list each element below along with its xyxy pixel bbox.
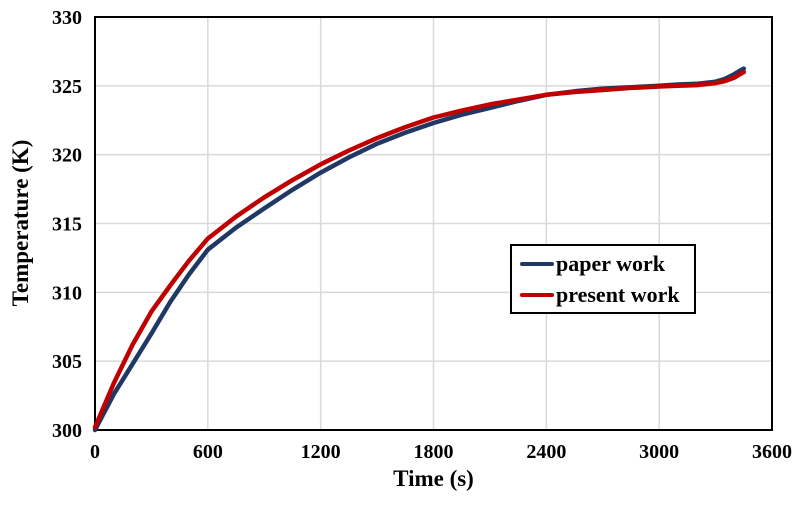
- y-tick-label: 305: [52, 351, 82, 373]
- y-tick-label: 310: [52, 282, 82, 304]
- x-tick-label: 600: [193, 441, 223, 463]
- legend-item-paper-work: paper work: [520, 250, 690, 276]
- legend: paper work present work: [510, 244, 696, 314]
- x-tick-label: 0: [90, 441, 100, 463]
- legend-label-present-work: present work: [556, 281, 680, 307]
- x-tick-label: 1200: [301, 441, 341, 463]
- x-tick-label: 3000: [639, 441, 679, 463]
- legend-label-paper-work: paper work: [556, 250, 665, 276]
- plot-border: [94, 16, 773, 431]
- x-tick-label: 2400: [526, 441, 566, 463]
- x-tick-label: 3600: [752, 441, 792, 463]
- y-tick-label: 330: [52, 7, 82, 29]
- y-tick-label: 315: [52, 214, 82, 236]
- x-axis-title: Time (s): [393, 466, 474, 491]
- present-work-line-swatch: [520, 292, 554, 297]
- y-axis-title: Temperature (K): [8, 139, 33, 307]
- y-tick-label: 320: [52, 145, 82, 167]
- x-tick-label: 1800: [414, 441, 454, 463]
- legend-item-present-work: present work: [520, 281, 690, 307]
- y-tick-label: 300: [52, 420, 82, 442]
- paper-work-line-swatch: [520, 261, 554, 266]
- y-tick-label: 325: [52, 76, 82, 98]
- series-line-present-work: [92, 69, 747, 430]
